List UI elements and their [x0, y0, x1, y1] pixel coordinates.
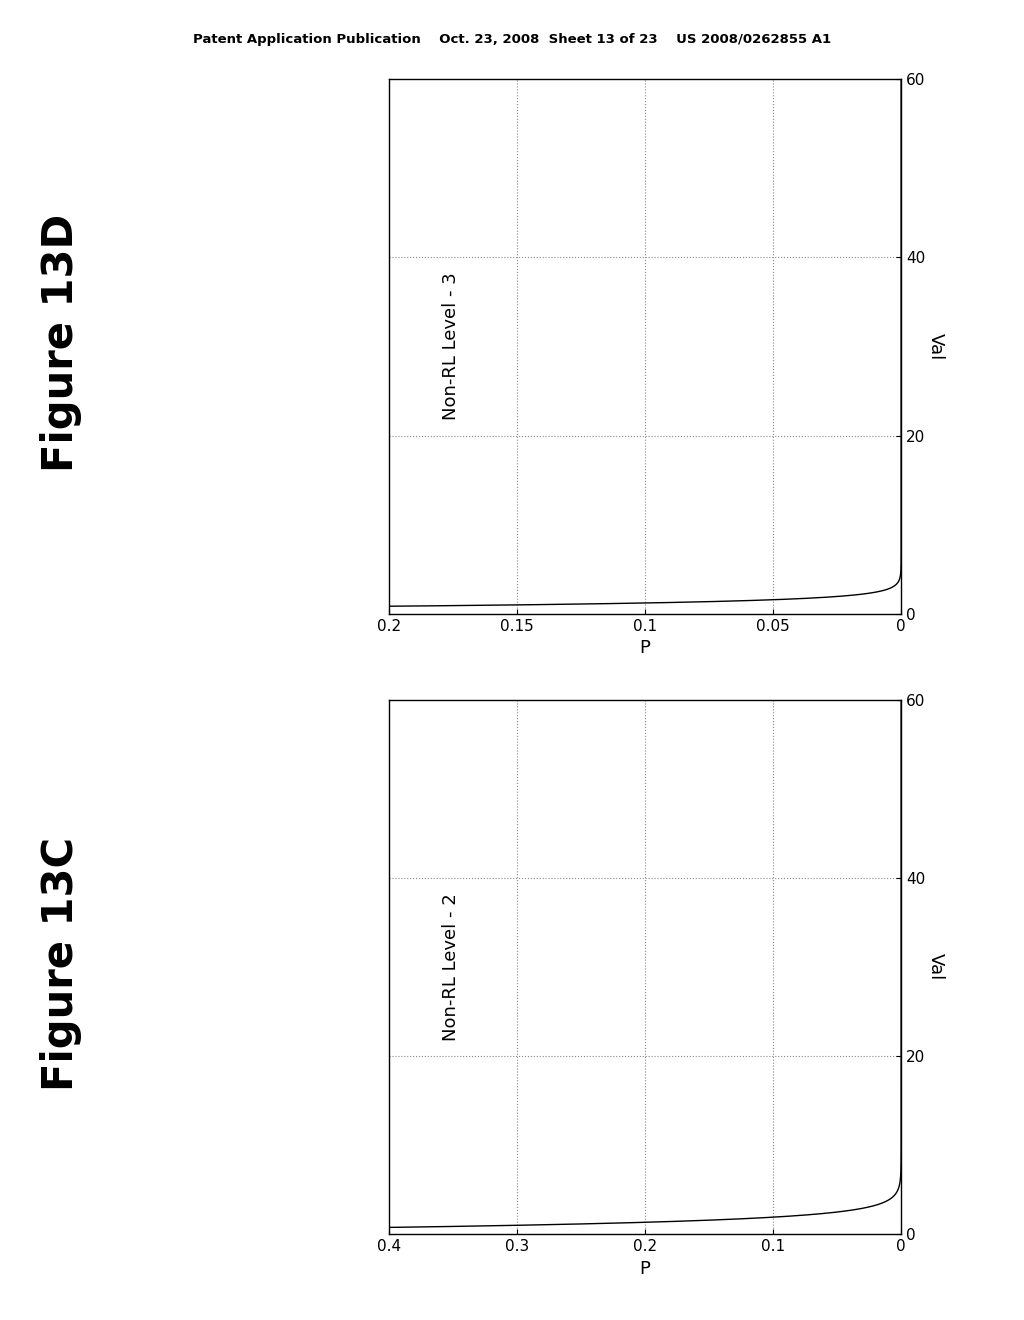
Text: Figure 13C: Figure 13C — [40, 837, 83, 1090]
Text: Non-RL Level - 3: Non-RL Level - 3 — [441, 273, 460, 420]
X-axis label: P: P — [640, 639, 650, 657]
Y-axis label: Val: Val — [927, 953, 945, 981]
Y-axis label: Val: Val — [927, 333, 945, 360]
Text: Patent Application Publication    Oct. 23, 2008  Sheet 13 of 23    US 2008/02628: Patent Application Publication Oct. 23, … — [193, 33, 831, 46]
Text: Figure 13D: Figure 13D — [40, 214, 83, 473]
X-axis label: P: P — [640, 1259, 650, 1278]
Text: Non-RL Level - 2: Non-RL Level - 2 — [441, 894, 460, 1040]
